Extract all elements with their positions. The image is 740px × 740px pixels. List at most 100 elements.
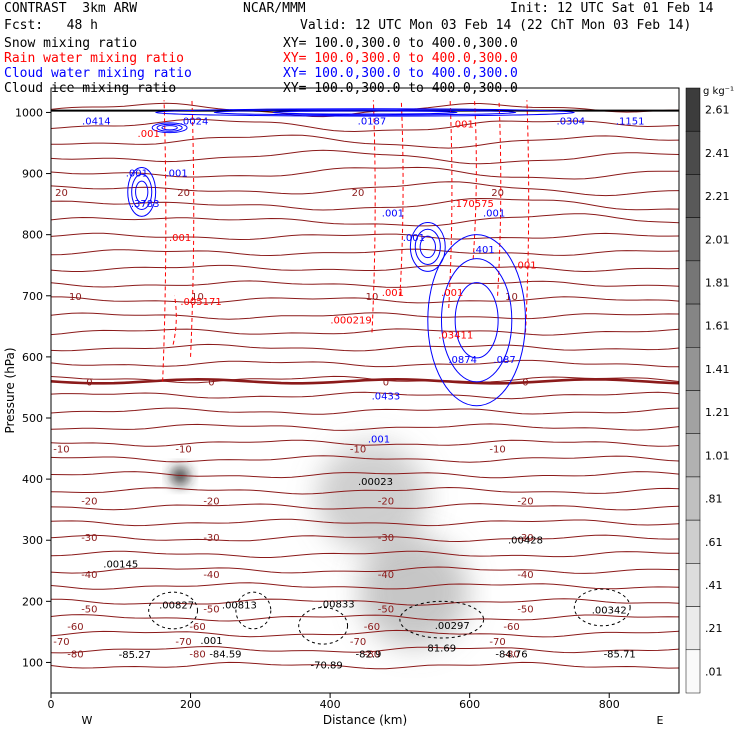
temperature-isotherm (51, 296, 679, 304)
cloud-water-value-label: .0414 (82, 117, 111, 128)
rain-value-label: .005171 (180, 297, 221, 308)
y-tick-label: 700 (22, 290, 43, 303)
temperature-isotherm (51, 134, 679, 149)
isotherm-label: 0 (208, 377, 214, 388)
colorbar-segment (685, 390, 701, 434)
y-axis-label: Pressure (hPa) (3, 347, 17, 433)
isotherm-label: -60 (364, 622, 380, 633)
colorbar: 2.61 2.41 2.21 2.01 1.81 1.61 1.41 1.21 1.01 .81.… (685, 86, 734, 694)
rain-value-label: .001 (514, 260, 536, 271)
colorbar-label: .21 (705, 622, 723, 635)
rain-value-label: .001 (169, 233, 191, 244)
rain-value-label: .03411 (438, 331, 473, 342)
isotherm-label: -60 (67, 622, 83, 633)
y-tick-label: 100 (22, 656, 43, 669)
y-tick-label: 1000 (15, 106, 43, 119)
isotherm-label: -10 (489, 445, 505, 456)
y-tick-label: 500 (22, 412, 43, 425)
valid-time: Valid: 12 UTC Mon 03 Feb 14 (22 ChT Mon … (300, 18, 692, 33)
temperature-isotherm (51, 471, 679, 479)
isotherm-label: -70 (489, 637, 505, 648)
temperature-isotherm (51, 566, 679, 574)
x-tick-label: 0 (48, 698, 55, 711)
rain-contour (162, 100, 167, 382)
isotherm-label: -50 (378, 605, 394, 616)
colorbar-segment (685, 606, 701, 651)
isotherm-label: -10 (53, 445, 69, 456)
field-snow-xs: XY= 100.0,300.0 to 400.0,300.0 (283, 36, 518, 51)
cloud-water-contour (454, 282, 499, 359)
cloud-water-value-label: .0187 (358, 117, 387, 128)
cloud-water-contour (127, 166, 157, 217)
cloud-water-contour (161, 125, 178, 131)
field-rain-name: Rain water mixing ratio (4, 51, 185, 66)
isotherm-label: 10 (191, 292, 204, 303)
isotherm-label: -20 (378, 497, 394, 508)
temperature-isotherm (51, 503, 679, 511)
isotherm-label: -10 (350, 445, 366, 456)
isotherm-label: 20 (491, 188, 504, 199)
colorbar-segment (685, 476, 701, 521)
cloud-water-contour (213, 109, 517, 116)
snow-ice-value-label: .00145 (103, 560, 138, 571)
temperature-isotherm (51, 439, 679, 447)
cloud-water-value-label: .0024 (180, 117, 209, 128)
isotherm-label: -30 (517, 533, 533, 544)
isotherm-label: -80 (67, 649, 83, 660)
rain-value-label: .000219 (330, 315, 371, 326)
isotherm-label: -80 (364, 649, 380, 660)
cloud-water-value-label: .3783 (131, 199, 160, 210)
temperature-isotherm (51, 118, 679, 133)
cloud-ice-contour (573, 588, 631, 627)
snow-ice-value-label: 81.69 (427, 643, 456, 654)
west-label: W (82, 714, 93, 727)
temperature-isotherm (51, 359, 679, 368)
east-label: E (657, 714, 664, 727)
isotherm-label: 0 (86, 377, 92, 388)
temperature-isotherm (51, 598, 679, 606)
temperature-isotherm (51, 328, 679, 336)
temperature-isotherm (51, 582, 679, 590)
colorbar-segment (685, 217, 701, 262)
isotherm-label: -20 (81, 497, 97, 508)
colorbar-label: .81 (705, 493, 723, 506)
forecast-hour: Fcst: 48 h (4, 18, 98, 33)
temperature-isotherm (51, 455, 679, 463)
isotherm-label: 10 (366, 292, 379, 303)
isotherm-label: -70 (53, 637, 69, 648)
rain-value-label: .170575 (452, 199, 493, 210)
x-tick-label: 400 (320, 698, 341, 711)
snow-ice-value-label: .00023 (358, 477, 393, 488)
colorbar-label: 2.01 (705, 233, 730, 246)
colorbar-segment (685, 433, 701, 478)
cloud-water-contour (135, 180, 149, 204)
isotherm-label: -30 (81, 533, 97, 544)
colorbar-unit: g kg⁻¹ (703, 86, 734, 97)
snow-ice-value-label: .00342 (592, 606, 627, 617)
y-tick-label: 300 (22, 534, 43, 547)
cloud-ice-contour (235, 591, 272, 630)
temperature-isotherm (51, 518, 679, 527)
isotherm-label: -70 (175, 637, 191, 648)
cloud-water-value-label: .0304 (557, 117, 586, 128)
colorbar-segment (685, 519, 701, 564)
snow-ice-value-label: .00813 (222, 601, 257, 612)
isotherm-label: -20 (517, 497, 533, 508)
temperature-isotherm (51, 423, 679, 431)
isotherm-label: 10 (69, 292, 82, 303)
rain-contour (371, 100, 376, 333)
isotherm-label: 10 (505, 292, 518, 303)
plot-frame (50, 87, 680, 694)
isotherm-label: -70 (350, 637, 366, 648)
cloud-water-value-label: .001 (483, 208, 505, 219)
rain-contour (472, 100, 477, 260)
temperature-isotherm (51, 264, 679, 273)
y-tick-label: 400 (22, 473, 43, 486)
isotherm-label: -50 (203, 605, 219, 616)
x-tick-label: 200 (180, 698, 201, 711)
cloud-water-value-label: .001 (368, 434, 390, 445)
colorbar-segment (685, 130, 701, 175)
temperature-isotherm (51, 248, 679, 257)
temperature-isotherm (51, 534, 679, 543)
